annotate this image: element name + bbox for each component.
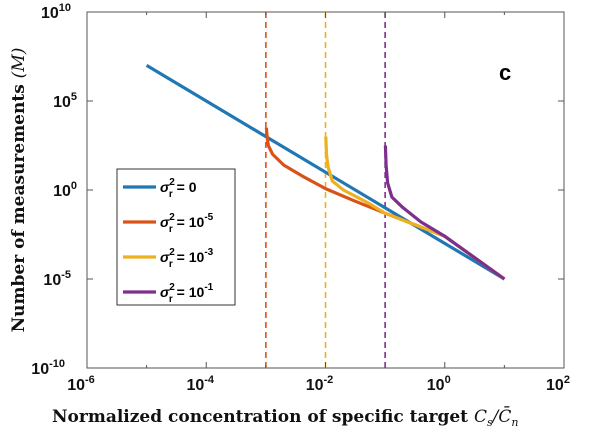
y-tick-label-exp: 10	[59, 2, 71, 14]
x-axis-title: Normalized concentration of specific tar…	[52, 405, 518, 429]
legend-sup: 2	[169, 247, 175, 258]
legend-value: 10	[189, 249, 205, 265]
x-tick-label-exp: 2	[564, 374, 570, 386]
y-tick-label-base: 10	[53, 183, 71, 200]
series-line	[324, 136, 506, 281]
x-tick-label: 102	[546, 374, 570, 394]
x-axis-title-c: C	[474, 407, 487, 427]
legend-sup: 2	[169, 282, 175, 293]
x-tick-label: 10-6	[67, 374, 95, 394]
x-tick-labels: 10-6 10-4 10-2 100 102	[67, 374, 570, 394]
legend-sup: 2	[169, 212, 175, 223]
legend-sub: r	[169, 294, 173, 305]
x-axis-title-slash: /	[491, 407, 501, 427]
legend-exp: -3	[204, 247, 213, 258]
y-tick-label-base: 10	[43, 272, 61, 289]
y-tick-label: 10-10	[31, 358, 65, 378]
x-tick-label-exp: -6	[85, 374, 95, 386]
x-tick-label-base: 10	[186, 377, 204, 394]
panel-label: c	[499, 60, 511, 85]
x-axis-title-text: Normalized concentration of specific tar…	[52, 407, 474, 427]
y-tick-label-exp: 0	[71, 180, 77, 192]
y-tick-label-exp: 5	[71, 91, 77, 103]
legend-label: σ2 r = 10-1	[160, 282, 214, 305]
x-tick-label-base: 10	[67, 377, 85, 394]
legend-box	[116, 168, 236, 306]
series-lines	[145, 64, 506, 281]
x-axis-title-sub-s: s	[487, 416, 493, 429]
legend-value: 10	[189, 284, 205, 300]
y-axis-title-m: (M)	[9, 48, 29, 79]
legend-sigma: σ	[160, 214, 170, 230]
legend-eq: =	[173, 284, 189, 300]
legend-eq: =	[173, 214, 189, 230]
x-tick-label-base: 10	[306, 377, 324, 394]
x-tick-label: 10-2	[306, 374, 334, 394]
legend-sigma: σ	[160, 179, 170, 195]
x-tick-label-exp: 0	[445, 374, 451, 386]
legend: σ2 r = 0σ2 r = 10-5σ2 r = 10-3σ2 r = 10-1	[116, 168, 236, 306]
x-tick-label: 100	[427, 374, 451, 394]
legend-sub: r	[169, 259, 173, 270]
y-axis-title: Number of measurements (M)	[9, 48, 29, 333]
x-tick-label-base: 10	[546, 377, 564, 394]
legend-label: σ2 r = 10-5	[160, 212, 214, 235]
axis-ticks	[86, 11, 565, 369]
x-tick-label-exp: -2	[324, 374, 334, 386]
x-axis-title-sub-n: n	[511, 416, 518, 429]
legend-sigma: σ	[160, 249, 170, 265]
legend-sup: 2	[169, 177, 175, 188]
y-tick-label: 105	[53, 91, 77, 111]
x-tick-label-exp: -4	[204, 374, 215, 386]
series-line	[145, 64, 506, 281]
x-axis-title-cbar: C̄	[498, 405, 511, 427]
legend-label: σ2 r = 10-3	[160, 247, 214, 270]
y-tick-label-base: 10	[53, 94, 71, 111]
y-tick-label-base: 10	[41, 5, 59, 22]
y-axis-title-text: Number of measurements	[9, 78, 29, 332]
legend-eq: =	[173, 249, 189, 265]
legend-sigma: σ	[160, 284, 170, 300]
legend-exp: -1	[204, 282, 213, 293]
y-tick-label-base: 10	[31, 361, 49, 378]
y-tick-label: 1010	[41, 2, 71, 22]
y-tick-label-exp: -10	[49, 358, 65, 370]
legend-value: 10	[189, 214, 205, 230]
x-tick-label-base: 10	[427, 377, 445, 394]
x-tick-label: 10-4	[186, 374, 214, 394]
y-tick-label-exp: -5	[61, 269, 71, 281]
series-line	[383, 145, 506, 281]
y-tick-label: 100	[53, 180, 77, 200]
legend-label: σ2 r = 0	[160, 177, 197, 200]
y-tick-label: 10-5	[43, 269, 71, 289]
legend-sub: r	[169, 224, 173, 235]
legend-value: 0	[189, 179, 197, 195]
legend-eq: =	[173, 179, 189, 195]
legend-exp: -5	[204, 212, 213, 223]
legend-sub: r	[169, 189, 173, 200]
